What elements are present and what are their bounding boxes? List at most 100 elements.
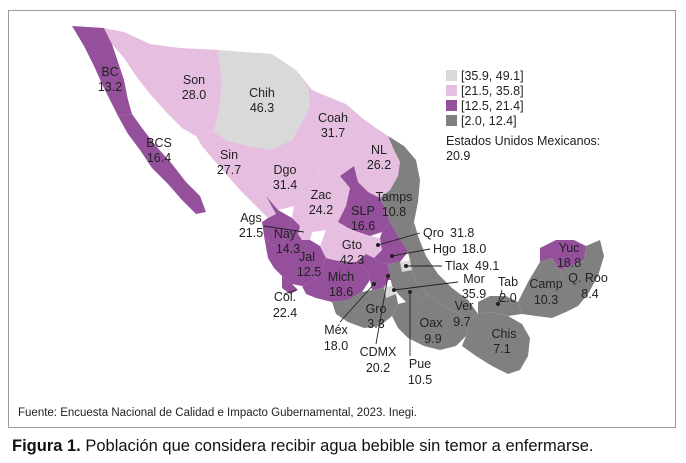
state-value-tlax: 49.1	[475, 259, 499, 273]
state-name-chis: Chis	[491, 327, 516, 341]
source-note: Fuente: Encuesta Nacional de Calidad e I…	[18, 407, 417, 419]
state-value-qroo: 8.4	[581, 287, 598, 301]
state-name-tab: Tab	[498, 275, 518, 289]
state-shape-camp	[518, 258, 566, 318]
state-shape-nl	[354, 128, 400, 198]
state-shape-ver	[398, 222, 478, 320]
state-shape-tab	[478, 296, 522, 316]
state-name-dgo: Dgo	[274, 163, 297, 177]
legend-label: [21.5, 35.8]	[461, 83, 524, 98]
state-name-chih: Chih	[249, 86, 275, 100]
legend-label: [12.5, 21.4]	[461, 98, 524, 113]
state-value-son: 28.0	[182, 88, 206, 102]
state-shape-tamps	[380, 136, 420, 238]
national-average: Estados Unidos Mexicanos: 20.9	[446, 134, 600, 164]
state-value-tamps: 10.8	[382, 205, 406, 219]
state-shape-slp	[338, 166, 390, 236]
leader-tab	[497, 289, 503, 305]
state-shape-mex	[356, 254, 390, 290]
state-shape-son	[104, 28, 222, 136]
state-shape-hgo	[374, 222, 410, 264]
state-value-mex: 18.0	[324, 339, 348, 353]
state-name-qroo: Q. Roo	[568, 271, 608, 285]
legend-swatch	[446, 85, 457, 96]
state-shape-dgo	[226, 140, 320, 210]
state-name-sin: Sin	[220, 148, 238, 162]
state-value-nay: 14.3	[276, 242, 300, 256]
state-shape-yuc	[540, 240, 586, 270]
state-shape-chis	[462, 312, 530, 374]
legend-item: [2.0, 12.4]	[446, 113, 524, 128]
leader-dot-tlax	[404, 264, 408, 268]
state-shape-coah	[292, 70, 376, 176]
state-name-slp: SLP	[351, 204, 375, 218]
map-legend: [35.9, 49.1] [21.5, 35.8] [12.5, 21.4] […	[446, 68, 524, 128]
state-value-bc: 13.2	[98, 80, 122, 94]
state-name-zac: Zac	[311, 188, 332, 202]
leader-dot-cdmx	[386, 274, 390, 278]
leader-mor	[393, 281, 459, 291]
state-name-camp: Camp	[529, 277, 562, 291]
caption-prefix: Figura 1.	[12, 437, 81, 455]
leader-dot-mex	[372, 282, 376, 286]
leader-dot-qro	[376, 243, 380, 247]
leader-dot-mor	[392, 288, 396, 292]
state-shape-gto	[320, 222, 366, 262]
leader-qro	[377, 232, 421, 246]
state-name-jal: Jal	[299, 250, 315, 264]
state-name-cdmx: CDMX	[360, 345, 397, 359]
state-value-ags: 21.5	[239, 226, 263, 240]
state-value-coah: 31.7	[321, 126, 345, 140]
state-shape-chih	[214, 50, 310, 150]
leader-lines	[263, 225, 503, 356]
state-name-tamps: Tamps	[376, 190, 413, 204]
figure-caption: Figura 1. Población que considera recibi…	[12, 437, 593, 456]
state-name-gto: Gto	[342, 238, 362, 252]
state-name-qro: Qro	[423, 226, 444, 240]
state-value-slp: 16.6	[351, 219, 375, 233]
state-shape-jal	[264, 218, 326, 286]
state-name-gro: Gro	[366, 302, 387, 316]
state-value-hgo: 18.0	[462, 242, 486, 256]
state-value-chih: 46.3	[250, 101, 274, 115]
state-name-ags: Ags	[240, 211, 262, 225]
leader-cdmx	[375, 275, 389, 345]
state-shape-gro	[332, 288, 398, 328]
state-value-tab: 2.0	[499, 291, 516, 305]
state-name-tlax: Tlax	[445, 259, 469, 273]
state-value-dgo: 31.4	[273, 178, 297, 192]
state-shape-pue	[388, 262, 428, 302]
state-shape-col	[282, 276, 298, 294]
state-name-bcs: BCS	[146, 136, 172, 150]
state-value-nl: 26.2	[367, 158, 391, 172]
state-shape-bcs	[118, 114, 206, 214]
state-shape-oax	[392, 294, 470, 350]
state-value-jal: 12.5	[297, 265, 321, 279]
leader-ags	[263, 225, 305, 233]
state-value-pue: 10.5	[408, 373, 432, 387]
state-value-zac: 24.2	[309, 203, 333, 217]
state-value-cdmx: 20.2	[366, 361, 390, 375]
state-value-mor: 35.9	[462, 287, 486, 301]
state-shape-mich	[302, 258, 370, 302]
state-name-mor: Mor	[463, 272, 485, 286]
state-name-yuc: Yuc	[559, 241, 580, 255]
state-value-qro: 31.8	[450, 226, 474, 240]
state-value-gto: 42.3	[340, 253, 364, 267]
state-name-pue: Pue	[409, 357, 431, 371]
state-name-mex: Méx	[324, 323, 348, 337]
state-value-ver: 9.7	[453, 315, 470, 329]
legend-swatch	[446, 70, 457, 81]
state-value-sin: 27.7	[217, 163, 241, 177]
state-name-nl: NL	[371, 143, 387, 157]
national-label: Estados Unidos Mexicanos:	[446, 134, 601, 148]
leader-dot-pue	[408, 290, 412, 294]
state-name-coah: Coah	[318, 111, 348, 125]
state-name-mich: Mich	[328, 270, 354, 284]
state-name-bc: BC	[101, 65, 118, 79]
state-name-ver: Ver	[455, 299, 474, 313]
legend-label: [35.9, 49.1]	[461, 68, 524, 83]
state-shape-bc	[72, 26, 132, 116]
leader-hgo	[391, 248, 431, 257]
